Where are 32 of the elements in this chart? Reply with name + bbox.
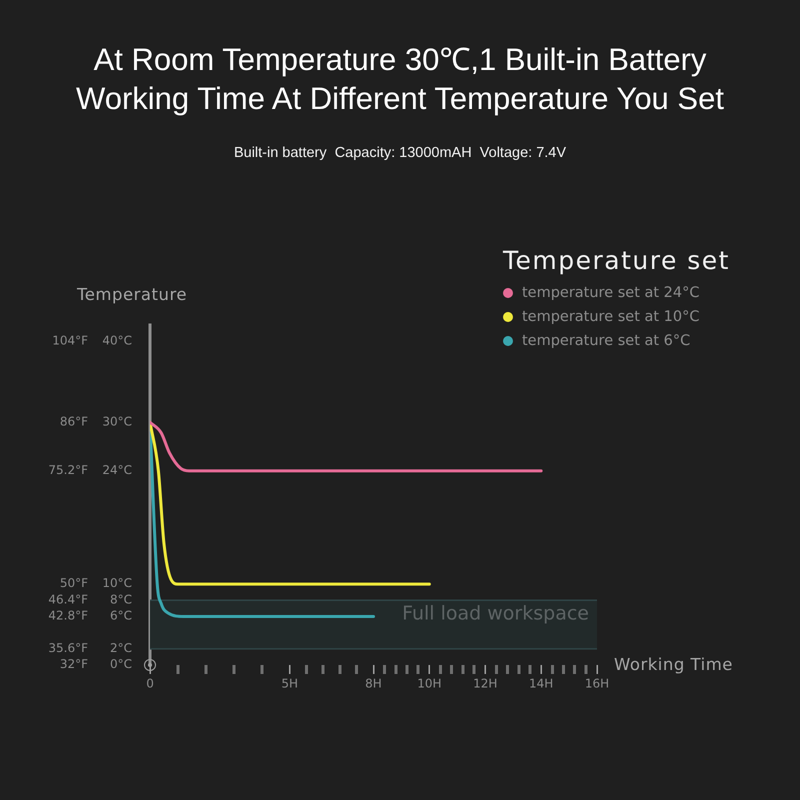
y2-tick-label: 104°F	[52, 334, 88, 348]
y-tick-label: 40°C	[102, 334, 132, 348]
y2-tick-label: 42.8°F	[48, 608, 88, 623]
y-tick-label: 8°C	[110, 592, 132, 606]
y-tick-label: 24°C	[102, 462, 132, 477]
legend-label: temperature set at 6°C	[522, 333, 690, 349]
y2-tick-label: 32°F	[60, 657, 88, 672]
legend-label: temperature set at 10°C	[522, 309, 700, 325]
legend-label: temperature set at 24°C	[522, 285, 700, 301]
y-axis-title: Temperature	[77, 285, 188, 304]
x-tick-label: 8H	[365, 676, 382, 690]
y-tick-label: 0°C	[110, 657, 132, 672]
y2-tick-label: 35.6°F	[48, 640, 88, 655]
y-tick-label: 2°C	[110, 640, 132, 655]
x-tick-label: 10H	[417, 676, 442, 690]
x-tick-label: 5H	[281, 676, 298, 690]
x-tick-label: 0	[146, 676, 154, 690]
chart-title: At Room Temperature 30℃,1 Built-in Battery Working Time At Different Temperature You Set	[75, 41, 725, 118]
y-tick-label: 30°C	[102, 414, 132, 428]
y2-tick-label: 86°F	[60, 414, 88, 428]
x-tick-label: 14H	[528, 676, 554, 690]
chart-subtitle: Built-in battery Capacity: 13000mAH Voltage: 7.4V	[232, 145, 568, 161]
y2-tick-label: 75.2°F	[48, 462, 88, 477]
x-tick-label: 16H	[584, 676, 610, 690]
x-tick-label: 12H	[473, 676, 498, 690]
x-axis-title: Working Time	[614, 655, 733, 674]
legend-title: Temperature set	[502, 246, 730, 275]
y-tick-label: 6°C	[110, 608, 132, 623]
y2-tick-label: 50°F	[60, 576, 88, 590]
y-tick-label: 10°C	[102, 576, 132, 590]
y2-tick-label: 46.4°F	[48, 592, 88, 606]
band-label: Full load workspace	[402, 602, 589, 625]
